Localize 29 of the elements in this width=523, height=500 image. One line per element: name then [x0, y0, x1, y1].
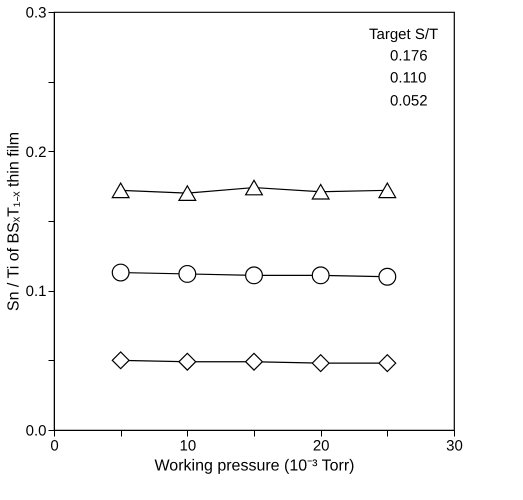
- text: 0.052: [390, 92, 428, 110]
- point: [378, 182, 396, 198]
- y-tick-label: 0.3: [26, 4, 46, 22]
- point: [112, 182, 130, 198]
- legend-title: Target S/T: [369, 26, 438, 43]
- point: [245, 352, 263, 371]
- point: [378, 354, 396, 372]
- point: [112, 264, 130, 282]
- point: [312, 184, 330, 200]
- y-axis-title: Sn / Ti of BSₓT₁₋ₓ thin film: [6, 132, 23, 312]
- point: [178, 264, 196, 283]
- x-axis-title: Working pressure (10⁻³ Torr): [154, 458, 355, 474]
- x-tick-label: 30: [446, 438, 463, 454]
- y-tick-label: 0.0: [26, 422, 46, 440]
- point: [378, 268, 396, 286]
- y-tick-label: 0.1: [26, 283, 46, 300]
- x-tick-label: 10: [179, 438, 196, 454]
- y-tick-label: 0.2: [26, 144, 46, 161]
- point: [312, 266, 330, 284]
- x-tick-label: 0: [50, 438, 59, 454]
- point: [245, 180, 263, 196]
- text: 0.176: [390, 48, 428, 64]
- point: [112, 351, 130, 370]
- text: 0.110: [390, 70, 426, 86]
- point: [178, 185, 196, 201]
- x-tick-label: 20: [312, 438, 330, 454]
- point: [245, 266, 263, 284]
- point: [312, 354, 330, 372]
- point: [178, 352, 196, 371]
